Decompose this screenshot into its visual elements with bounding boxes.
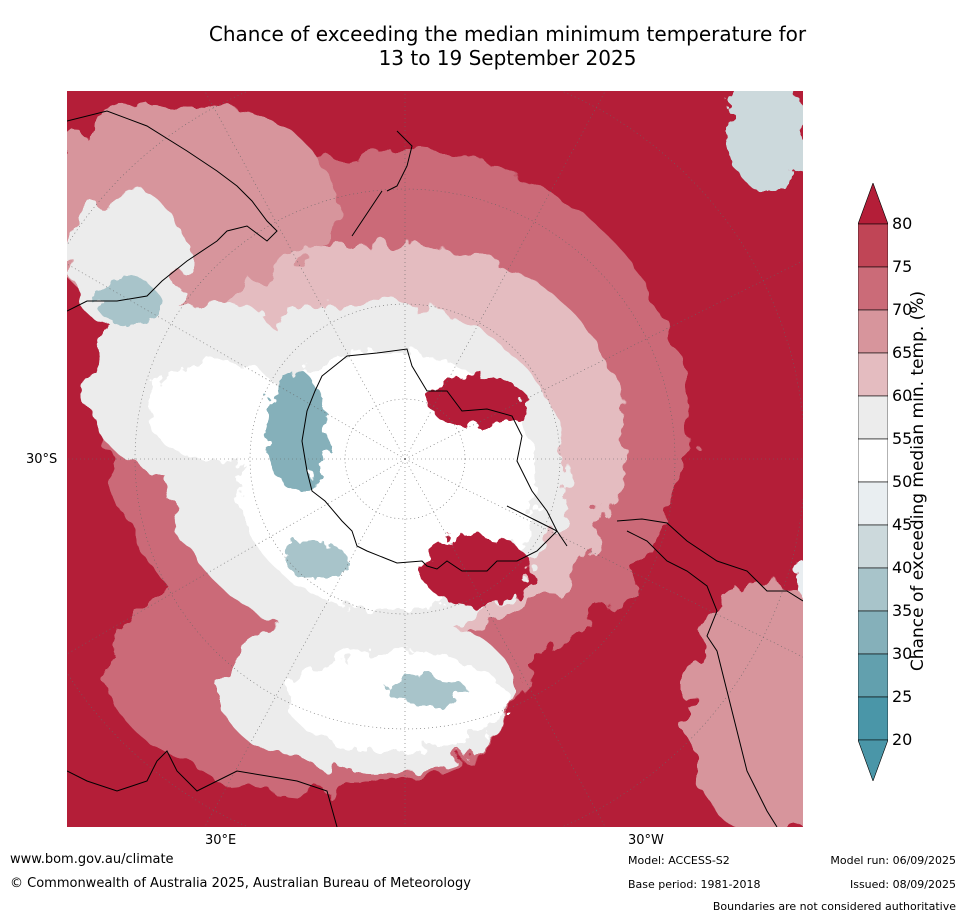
colorbar-tick-label: 40 (892, 558, 913, 577)
footer-model-run: Model run: 06/09/2025 (830, 854, 956, 867)
colorbar-tick-label: 60 (892, 386, 913, 405)
colorbar (857, 182, 889, 782)
south-america-southern-tip (626, 530, 778, 827)
colorbar-band (857, 266, 889, 311)
footer-issued: Issued: 08/09/2025 (849, 878, 956, 891)
colorbar-band (857, 524, 889, 569)
title-line-2: 13 to 19 September 2025 (378, 46, 637, 70)
antarctic-peninsula (506, 505, 568, 547)
colorbar-band (857, 438, 889, 483)
map-svg (67, 91, 803, 827)
footer-base-period: Base period: 1981-2018 (628, 878, 761, 891)
colorbar-band (857, 567, 889, 612)
new-zealand-north (386, 130, 413, 192)
colorbar-tick-label: 20 (892, 730, 913, 749)
footer-copyright: © Commonwealth of Australia 2025, Austra… (10, 876, 471, 891)
footer-disclaimer: Boundaries are not considered authoritat… (712, 900, 956, 913)
colorbar-under-arrow (857, 739, 889, 782)
colorbar-band (857, 610, 889, 655)
footer-model: Model: ACCESS-S2 (628, 854, 730, 867)
colorbar-label: Chance of exceeding median min. temp. (%… (908, 290, 928, 672)
australia-coast (67, 110, 278, 312)
colorbar-band (857, 352, 889, 397)
colorbar-band (857, 481, 889, 526)
colorbar-over-arrow (857, 182, 889, 225)
colorbar-tick-label: 35 (892, 601, 913, 620)
colorbar-tick-label: 55 (892, 429, 913, 448)
title-line-1: Chance of exceeding the median minimum t… (208, 22, 807, 46)
colorbar-band (857, 309, 889, 354)
south-america-coast (616, 518, 803, 602)
graticule (67, 91, 803, 827)
colorbar-tick-label: 75 (892, 257, 913, 276)
colorbar-svg (857, 182, 889, 782)
footer-website: www.bom.gov.au/climate (10, 852, 174, 867)
colorbar-tick-label: 50 (892, 472, 913, 491)
colorbar-band (857, 223, 889, 268)
colorbar-band (857, 395, 889, 440)
coastlines (67, 110, 803, 827)
lon-label-30w: 30°W (628, 833, 664, 848)
lon-label-30e: 30°E (205, 833, 237, 848)
colorbar-tick-label: 45 (892, 515, 913, 534)
colorbar-band (857, 696, 889, 741)
map-title: Chance of exceeding the median minimum t… (100, 22, 915, 70)
lat-label-30s: 30°S (26, 452, 58, 467)
new-zealand-south (351, 190, 383, 237)
colorbar-tick-label: 80 (892, 214, 913, 233)
probability-map (67, 91, 803, 827)
colorbar-band (857, 653, 889, 698)
africa-coast (67, 750, 338, 827)
antarctica-coast (301, 348, 558, 572)
colorbar-tick-label: 70 (892, 300, 913, 319)
colorbar-tick-label: 25 (892, 687, 913, 706)
colorbar-tick-label: 65 (892, 343, 913, 362)
colorbar-tick-label: 30 (892, 644, 913, 663)
